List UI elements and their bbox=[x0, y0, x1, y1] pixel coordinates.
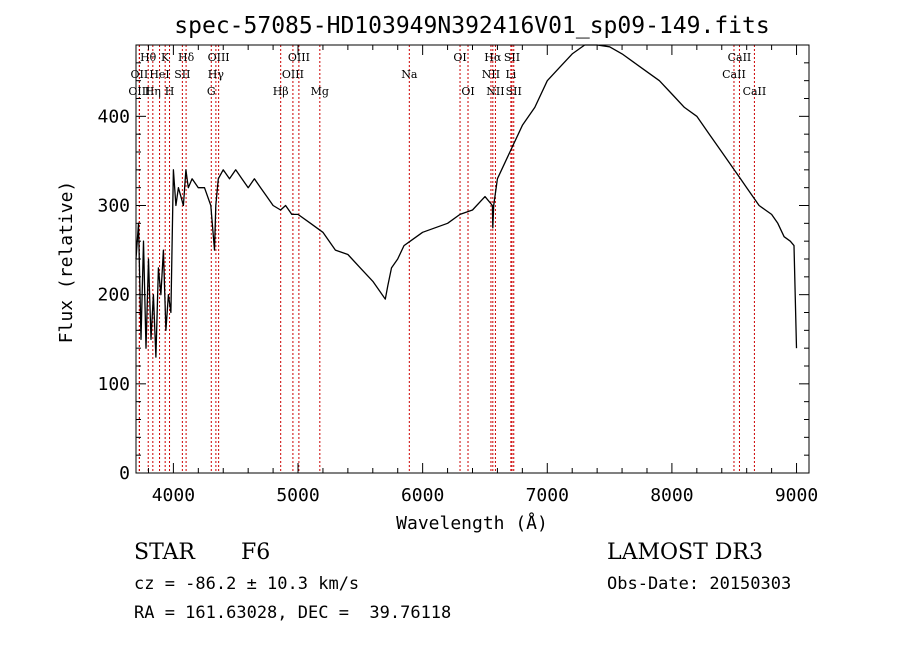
survey-name: LAMOST DR3 bbox=[607, 540, 763, 565]
y-axis-label: Flux (relative) bbox=[56, 181, 77, 344]
line-marker-label: Mg bbox=[311, 85, 329, 98]
line-marker-label: OII bbox=[131, 68, 149, 81]
redshift-velocity: cz = -86.2 ± 10.3 km/s bbox=[134, 574, 360, 594]
line-marker-label: SII bbox=[174, 68, 190, 81]
series-group bbox=[135, 44, 798, 358]
line-marker-label: CaII bbox=[722, 68, 746, 81]
line-marker-label: Hβ bbox=[273, 85, 289, 98]
line-marker-label: SII bbox=[504, 51, 520, 64]
line-marker-label: K bbox=[161, 51, 170, 64]
line-marker-label: CaII bbox=[728, 51, 752, 64]
line-marker-label: CaII bbox=[743, 85, 767, 98]
x-tick-label: 9000 bbox=[775, 485, 818, 506]
axis-ticks: 4000 5000 6000 7000 8000 9000 0 100 200 300 400 bbox=[97, 45, 818, 506]
line-marker-label: Na bbox=[401, 68, 418, 81]
line-marker-label: NII bbox=[486, 85, 504, 98]
y-tick-label: 400 bbox=[97, 106, 130, 127]
x-axis-label: Wavelength (Å) bbox=[396, 512, 548, 534]
line-marker-label: Hγ bbox=[208, 68, 225, 81]
y-tick-label: 100 bbox=[97, 374, 130, 395]
object-subclass: F6 bbox=[241, 540, 271, 565]
line-marker-label: OI bbox=[453, 51, 466, 64]
line-marker-label: H bbox=[165, 85, 175, 98]
x-tick-label: 5000 bbox=[276, 485, 319, 506]
line-marker-label: NII bbox=[482, 68, 500, 81]
x-tick-label: 7000 bbox=[526, 485, 569, 506]
y-tick-label: 300 bbox=[97, 196, 130, 217]
line-marker-label: Hθ bbox=[140, 51, 157, 64]
line-marker-label: OI bbox=[461, 85, 474, 98]
line-marker-label: HeI bbox=[149, 68, 169, 81]
line-marker-label: OIII bbox=[288, 51, 310, 64]
x-tick-label: 6000 bbox=[401, 485, 444, 506]
line-marker-label: OIII bbox=[128, 85, 150, 98]
x-tick-label: 8000 bbox=[650, 485, 693, 506]
line-marker-label: Li bbox=[505, 68, 516, 81]
line-marker-label: Hη bbox=[145, 85, 161, 98]
line-marker-label: Hδ bbox=[178, 51, 195, 64]
line-marker-label: G bbox=[207, 85, 216, 98]
line-marker-label: OIII bbox=[282, 68, 304, 81]
line-marker-label: OIII bbox=[208, 51, 230, 64]
object-class: STAR bbox=[134, 540, 195, 565]
x-tick-label: 4000 bbox=[152, 485, 195, 506]
line-marker-label: SII bbox=[506, 85, 522, 98]
chart-title: spec-57085-HD103949N392416V01_sp09-149.f… bbox=[174, 13, 769, 39]
ra-dec-coordinates: RA = 161.63028, DEC = 39.76118 bbox=[134, 603, 452, 623]
y-tick-label: 200 bbox=[97, 285, 130, 306]
plot-frame bbox=[135, 44, 810, 474]
y-tick-label: 0 bbox=[119, 463, 130, 484]
series-line-flux bbox=[135, 44, 798, 358]
observation-date: Obs-Date: 20150303 bbox=[607, 574, 792, 594]
line-markers bbox=[138, 45, 755, 473]
line-marker-label: Hα bbox=[484, 51, 502, 64]
